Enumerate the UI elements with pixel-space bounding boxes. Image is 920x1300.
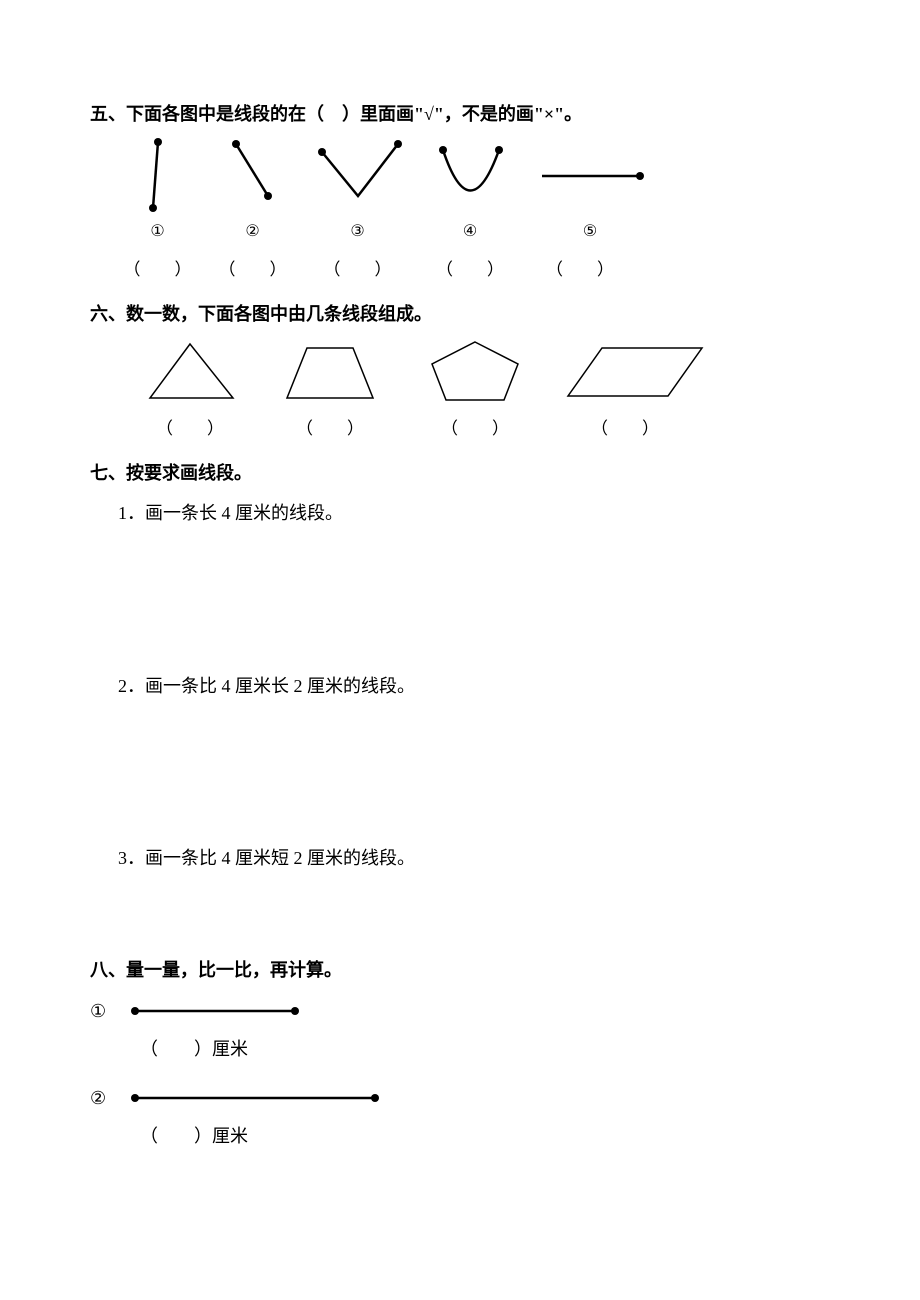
q8-line1-text: （ ）厘米 <box>140 1033 830 1065</box>
q7-title: 七、按要求画线段。 <box>90 457 830 489</box>
q7-item-3: 3．画一条比 4 厘米短 2 厘米的线段。 <box>118 842 830 874</box>
q5-paren-1: （ ） <box>110 255 205 286</box>
q6-paren-4: （ ） <box>550 414 700 445</box>
line-segment-diagonal-icon <box>218 136 288 216</box>
q6-figures <box>120 336 830 406</box>
q8-line1-row: ① <box>90 995 830 1027</box>
q6-paren-2: （ ） <box>260 414 400 445</box>
q5-paren-5: （ ） <box>525 255 635 286</box>
parallelogram-icon <box>560 336 710 406</box>
pentagon-icon <box>420 336 530 406</box>
trapezoid-icon <box>275 336 385 406</box>
q5-label-5: ⑤ <box>583 218 597 247</box>
q8-line2-row: ② <box>90 1082 830 1114</box>
q7-item-2: 2．画一条比 4 厘米长 2 厘米的线段。 <box>118 670 830 702</box>
line-segment-vertical-icon <box>123 136 193 216</box>
q6-fig-parallelogram <box>550 336 720 406</box>
u-curve-icon <box>425 136 515 216</box>
q6-fig-pentagon <box>400 336 550 406</box>
q5-answer-row: （ ） （ ） （ ） （ ） （ ） <box>110 255 830 286</box>
q5-paren-3: （ ） <box>300 255 415 286</box>
q8-line2-label: ② <box>90 1082 130 1114</box>
q6-answer-row: （ ） （ ） （ ） （ ） <box>120 414 830 445</box>
q5-title: 五、下面各图中是线段的在（ ）里面画"√"，不是的画"×"。 <box>90 98 830 130</box>
q6-fig-triangle <box>120 336 260 406</box>
q5-label-4: ④ <box>463 218 477 247</box>
q5-figures: ① ② ③ ④ ⑤ <box>110 136 830 247</box>
q6-paren-3: （ ） <box>400 414 550 445</box>
ray-horizontal-icon <box>530 136 650 216</box>
q6-title: 六、数一数，下面各图中由几条线段组成。 <box>90 298 830 330</box>
q5-fig2: ② <box>205 136 300 247</box>
q8-line1-svg <box>130 1003 300 1019</box>
q6-fig-trapezoid <box>260 336 400 406</box>
q5-label-3: ③ <box>350 218 364 247</box>
triangle-icon <box>135 336 245 406</box>
q5-fig5: ⑤ <box>525 136 655 247</box>
q8-line1-label: ① <box>90 995 130 1027</box>
q5-paren-2: （ ） <box>205 255 300 286</box>
q5-label-2: ② <box>245 218 259 247</box>
q5-fig3: ③ <box>300 136 415 247</box>
q6-paren-1: （ ） <box>120 414 260 445</box>
q8-line2-text: （ ）厘米 <box>140 1120 830 1152</box>
q7-item-1: 1．画一条长 4 厘米的线段。 <box>118 497 830 529</box>
q5-fig1: ① <box>110 136 205 247</box>
q5-label-1: ① <box>150 218 164 247</box>
v-shape-icon <box>308 136 408 216</box>
q8-title: 八、量一量，比一比，再计算。 <box>90 954 830 986</box>
q5-fig4: ④ <box>415 136 525 247</box>
q5-paren-4: （ ） <box>415 255 525 286</box>
q8-line2-svg <box>130 1090 380 1106</box>
